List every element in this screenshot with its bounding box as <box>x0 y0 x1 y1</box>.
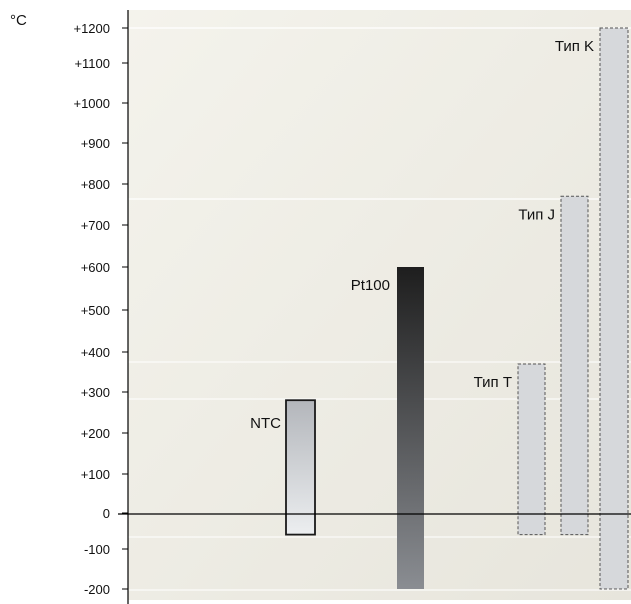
bar-ntc <box>285 399 316 536</box>
bar-label-тип-t: Тип T <box>474 374 512 391</box>
y-tick-label: +600 <box>81 260 110 275</box>
y-tick-label: +700 <box>81 218 110 233</box>
y-tick-label: +500 <box>81 303 110 318</box>
bar-тип-t <box>517 363 546 536</box>
y-tick-label: +400 <box>81 345 110 360</box>
y-tick-label: +100 <box>81 467 110 482</box>
bar-тип-k <box>599 27 629 590</box>
bars <box>285 27 629 590</box>
bar-label-ntc: NTC <box>250 415 281 432</box>
y-tick-label: +300 <box>81 385 110 400</box>
bar-label-pt100: Pt100 <box>351 277 390 294</box>
guide-lines <box>128 27 631 591</box>
y-tick-label: +1100 <box>74 56 110 71</box>
y-tick-label: -100 <box>84 542 110 557</box>
bar-label-тип-j: Тип J <box>518 206 555 223</box>
y-tick-label: +200 <box>81 426 110 441</box>
y-tick-label: 0 <box>103 506 110 521</box>
unit-label: °C <box>10 12 27 29</box>
y-axis-ticks: +1200+1100+1000+900+800+700+600+500+400+… <box>73 21 128 597</box>
y-tick-label: +1200 <box>73 21 110 36</box>
y-tick-label: -200 <box>84 582 110 597</box>
bar-labels: NTC Pt100 Тип T Тип J Тип K <box>250 38 594 432</box>
bar-pt100 <box>397 267 424 589</box>
y-tick-label: +800 <box>81 177 110 192</box>
bar-label-тип-k: Тип K <box>555 38 594 55</box>
y-tick-label: +1000 <box>73 96 110 111</box>
bar-тип-j <box>560 195 589 536</box>
plot-background <box>128 10 631 600</box>
y-tick-label: +900 <box>81 136 110 151</box>
